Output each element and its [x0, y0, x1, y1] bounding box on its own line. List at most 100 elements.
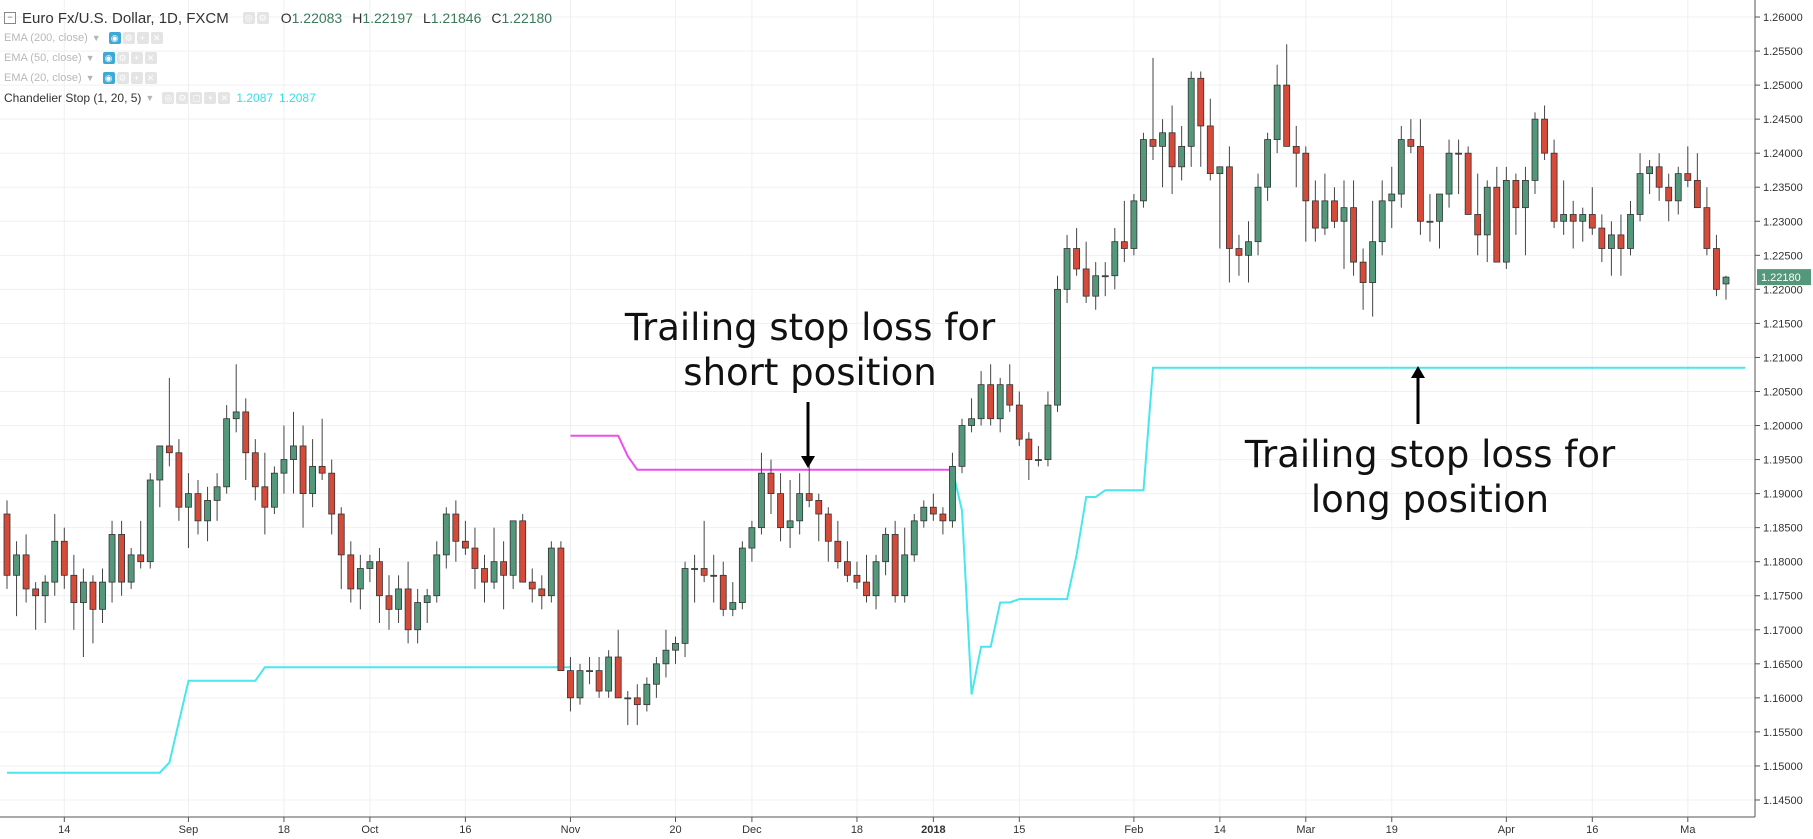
y-tick-label: 1.22500: [1763, 250, 1803, 262]
candle: [1474, 173, 1482, 256]
candle-body: [442, 513, 450, 556]
collapse-icon[interactable]: −: [4, 12, 16, 24]
eye-icon[interactable]: ◉: [102, 72, 115, 84]
time-axis[interactable]: 14 Sep 18 Oct 16 Nov 20 Dec 18 2018 15 Feb 14 Mar 19 Ap…: [58, 817, 1696, 836]
price-axis[interactable]: 1.14500 1.15000 1.15500 1.16000 1.16500 1.170…: [1755, 12, 1803, 807]
indicator-label: Chandelier Stop (1, 20, 5): [4, 91, 142, 105]
x-tick-label: Ma: [1680, 824, 1696, 836]
candle: [1331, 187, 1338, 229]
candle-body: [1015, 404, 1023, 440]
candle: [137, 520, 145, 569]
candle: [500, 541, 508, 610]
candle: [710, 554, 718, 603]
add-icon[interactable]: +: [130, 52, 143, 64]
y-tick-label: 1.14500: [1763, 795, 1803, 807]
settings-icon[interactable]: ⚙: [116, 72, 129, 84]
candle-body: [1684, 173, 1692, 181]
candle-body: [1369, 241, 1377, 283]
candle-body: [1187, 77, 1195, 147]
candle-body: [1359, 261, 1367, 283]
candle: [672, 636, 679, 664]
candle-body: [1292, 145, 1300, 154]
add-icon[interactable]: +: [204, 92, 217, 104]
indicator-ema-50[interactable]: EMA (50, close) ▼ ◉ ⚙ + ✕: [4, 48, 562, 68]
y-tick-label: 1.22000: [1763, 284, 1803, 296]
indicator-chandelier[interactable]: Chandelier Stop (1, 20, 5) ▼ ◎ ⚙ ▢ + ✕ 1…: [4, 88, 562, 108]
candle-body: [547, 547, 555, 597]
close-icon[interactable]: ✕: [144, 72, 157, 84]
candle: [643, 677, 651, 712]
eye-icon[interactable]: ◉: [102, 52, 115, 64]
x-tick-label: 18: [278, 824, 290, 836]
candle: [41, 575, 49, 623]
settings-icon[interactable]: ⚙: [256, 12, 269, 24]
candle-body: [614, 656, 622, 699]
last-price-label: 1.22180: [1761, 272, 1801, 284]
eye-icon[interactable]: ◎: [162, 92, 175, 104]
candle-body: [538, 588, 546, 597]
candle-body: [32, 588, 40, 597]
candle-body: [1531, 118, 1539, 181]
candle: [700, 520, 708, 583]
candle: [433, 541, 441, 603]
candle: [786, 479, 794, 549]
y-tick-label: 1.26000: [1763, 12, 1803, 24]
candle-body: [309, 465, 317, 495]
candle-body: [872, 561, 880, 597]
candle-body: [1665, 186, 1673, 202]
candle-body: [146, 479, 154, 563]
close-icon[interactable]: ✕: [144, 52, 157, 64]
settings-icon[interactable]: ⚙: [176, 92, 189, 104]
indicator-ema-200[interactable]: EMA (200, close) ▼ ◉ ⚙ + ✕: [4, 28, 562, 48]
candle-body: [1082, 268, 1090, 297]
candle: [1445, 139, 1453, 208]
candle: [1646, 159, 1653, 195]
candle-body: [1111, 241, 1119, 277]
candle-body: [213, 486, 221, 501]
candle: [1168, 105, 1176, 195]
add-icon[interactable]: +: [130, 72, 143, 84]
candle-body: [834, 540, 842, 563]
candle: [653, 657, 660, 698]
candle-body: [1493, 186, 1501, 263]
source-icon[interactable]: ▢: [190, 92, 203, 104]
settings-icon[interactable]: ⚙: [116, 52, 129, 64]
caret-down-icon[interactable]: ▼: [91, 33, 101, 43]
indicator-label: EMA (50, close): [4, 52, 82, 64]
close-icon[interactable]: ✕: [218, 92, 231, 104]
candle: [1292, 125, 1300, 188]
candle-body: [1140, 139, 1147, 202]
eye-icon[interactable]: ◎: [242, 12, 255, 24]
candle-body: [1321, 200, 1329, 229]
indicator-label: EMA (200, close): [4, 32, 88, 44]
candle: [1216, 166, 1224, 249]
candle: [1101, 262, 1109, 297]
candle: [290, 411, 297, 494]
eye-icon[interactable]: ◉: [108, 32, 121, 44]
candle: [32, 582, 40, 630]
candle-body: [1063, 248, 1071, 290]
candle-body: [337, 513, 345, 556]
candle: [633, 684, 641, 726]
candle: [251, 439, 259, 501]
candle: [509, 520, 517, 589]
add-icon[interactable]: +: [136, 32, 149, 44]
candle: [1311, 180, 1319, 242]
candle-body: [738, 547, 746, 603]
caret-down-icon[interactable]: ▼: [85, 53, 95, 63]
candle-body: [318, 465, 326, 474]
candle: [1082, 241, 1090, 303]
indicator-ema-20[interactable]: EMA (20, close) ▼ ◉ ⚙ + ✕: [4, 68, 562, 88]
candle-body: [1541, 118, 1548, 154]
candle: [920, 500, 928, 528]
candle: [356, 554, 364, 610]
candle-body: [1054, 288, 1061, 406]
close-icon[interactable]: ✕: [150, 32, 163, 44]
candle-body: [471, 547, 479, 569]
caret-down-icon[interactable]: ▼: [145, 93, 155, 103]
settings-icon[interactable]: ⚙: [122, 32, 135, 44]
candle-body: [1388, 193, 1396, 202]
caret-down-icon[interactable]: ▼: [85, 73, 95, 83]
x-tick-label: 20: [669, 824, 681, 836]
